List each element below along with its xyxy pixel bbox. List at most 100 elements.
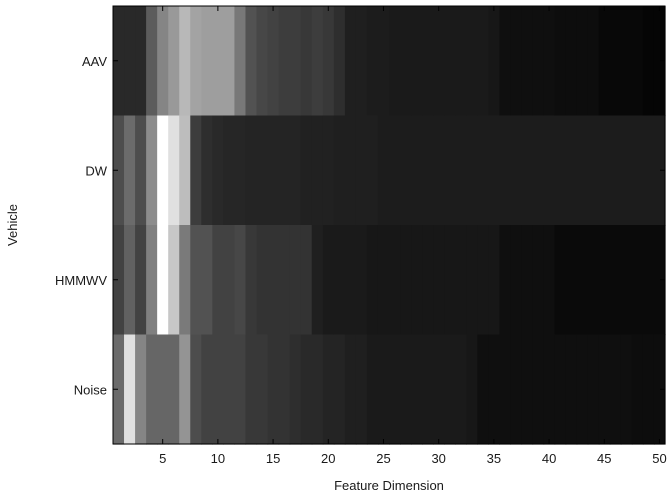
heatmap-cell: [631, 115, 644, 226]
heatmap-cell: [521, 6, 534, 117]
heatmap-cell: [113, 225, 125, 336]
heatmap-cell: [355, 115, 368, 226]
heatmap-cell: [256, 6, 269, 117]
x-tick-label: 50: [652, 451, 666, 466]
heatmap-cell: [201, 6, 213, 117]
heatmap-cell: [234, 6, 247, 117]
heatmap-cell: [532, 225, 545, 336]
y-tick-label: AAV: [82, 54, 107, 69]
heatmap-cell: [179, 6, 191, 117]
heatmap-cell: [322, 115, 335, 226]
heatmap-cell: [157, 115, 169, 226]
heatmap-cell: [146, 334, 158, 445]
heatmap-cell: [124, 115, 136, 226]
heatmap-cell: [631, 225, 644, 336]
heatmap-cell: [146, 115, 158, 226]
heatmap-cell: [389, 115, 401, 226]
heatmap-cell: [598, 6, 611, 117]
heatmap-cell: [565, 115, 578, 226]
heatmap-cell: [653, 6, 666, 117]
heatmap-cell: [245, 334, 258, 445]
heatmap-cell: [620, 6, 633, 117]
heatmap-cell: [267, 6, 280, 117]
heatmap-cell: [267, 225, 280, 336]
heatmap-cell: [377, 6, 390, 117]
heatmap-cell: [289, 115, 302, 226]
heatmap-cell: [344, 334, 357, 445]
heatmap-cell: [433, 6, 445, 117]
y-axis-label: Vehicle: [5, 204, 20, 246]
heatmap-cell: [322, 334, 335, 445]
heatmap-cell: [190, 115, 202, 226]
plot-frame: [112, 5, 666, 445]
heatmap-cell: [609, 6, 622, 117]
heatmap-cell: [576, 225, 589, 336]
x-tick-label: 45: [597, 451, 611, 466]
heatmap-cell: [311, 115, 324, 226]
heatmap-cell: [135, 334, 147, 445]
heatmap-cell: [510, 225, 523, 336]
heatmap-cell: [311, 225, 324, 336]
heatmap-cell: [609, 115, 622, 226]
heatmap-cell: [300, 115, 313, 226]
heatmap-cell: [278, 6, 291, 117]
heatmap-cell: [554, 6, 567, 117]
heatmap-cell: [124, 6, 136, 117]
heatmap-cell: [366, 6, 379, 117]
heatmap-cell: [642, 6, 655, 117]
heatmap-cell: [620, 115, 633, 226]
heatmap-cell: [609, 334, 622, 445]
heatmap-cell: [355, 334, 368, 445]
heatmap-cell: [234, 115, 247, 226]
heatmap-cell: [455, 225, 467, 336]
heatmap-cell: [433, 334, 445, 445]
x-axis-label: Feature Dimension: [334, 478, 444, 493]
heatmap-cell: [499, 225, 512, 336]
heatmap-cell: [201, 225, 213, 336]
heatmap-cell: [124, 334, 136, 445]
heatmap-cell: [532, 6, 545, 117]
heatmap-cell: [631, 334, 644, 445]
heatmap-cell: [135, 6, 147, 117]
heatmap-cell: [488, 6, 500, 117]
heatmap-cell: [400, 6, 412, 117]
heatmap-cell: [477, 225, 489, 336]
heatmap-cell: [532, 334, 545, 445]
heatmap-cell: [146, 225, 158, 336]
heatmap-cell: [389, 334, 401, 445]
heatmap-cell: [554, 115, 567, 226]
heatmap-cell: [256, 334, 269, 445]
heatmap-cell: [587, 115, 600, 226]
x-tick-label: 20: [321, 451, 335, 466]
heatmap-cell: [223, 334, 236, 445]
heatmap-cell: [400, 225, 412, 336]
heatmap-cell: [400, 115, 412, 226]
heatmap-cell: [466, 6, 478, 117]
heatmap-cell: [344, 115, 357, 226]
heatmap-cell: [190, 334, 202, 445]
heatmap-cell: [267, 334, 280, 445]
heatmap-cell: [289, 334, 302, 445]
heatmap-cell: [400, 334, 412, 445]
y-tick-label: Noise: [74, 382, 107, 397]
heatmap-cell: [433, 225, 445, 336]
heatmap-cell: [411, 6, 423, 117]
heatmap-cell: [466, 115, 478, 226]
heatmap-cell: [598, 334, 611, 445]
heatmap-cell: [543, 6, 556, 117]
heatmap-cell: [389, 6, 401, 117]
heatmap-cell: [311, 6, 324, 117]
heatmap-cell: [554, 334, 567, 445]
heatmap-cell: [300, 334, 313, 445]
heatmap-cell: [422, 225, 434, 336]
heatmap-cell: [355, 6, 368, 117]
heatmap-cell: [587, 6, 600, 117]
heatmap-cell: [499, 6, 512, 117]
heatmap-cell: [366, 115, 379, 226]
heatmap-cell: [488, 225, 500, 336]
heatmap-cell: [587, 334, 600, 445]
heatmap-cell: [488, 334, 500, 445]
heatmap-cell: [521, 225, 534, 336]
heatmap-cell: [256, 225, 269, 336]
